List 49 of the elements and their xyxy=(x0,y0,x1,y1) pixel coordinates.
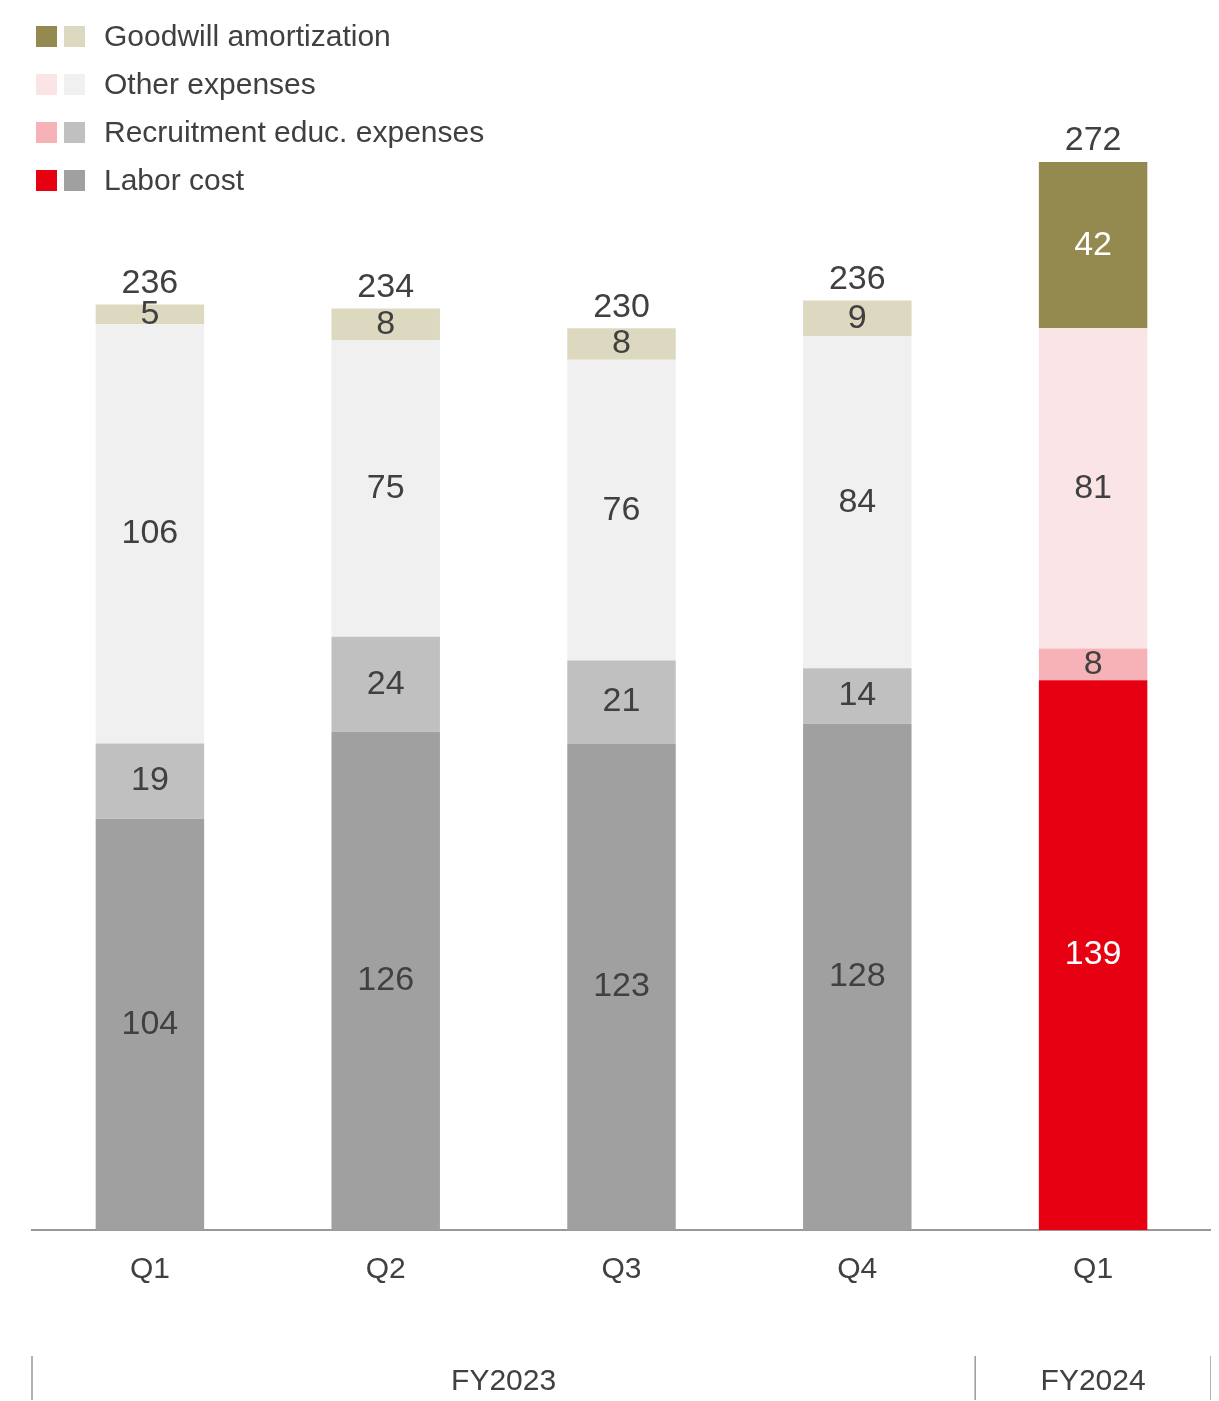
total-label: 236 xyxy=(828,257,886,296)
x-tick-label: Q3 xyxy=(601,1251,642,1285)
x-tick-label: Q4 xyxy=(837,1251,878,1285)
bar xyxy=(1038,162,1148,329)
text: FY2024 xyxy=(1040,1363,1146,1397)
bar xyxy=(1038,680,1148,1230)
legend-label: Other expenses xyxy=(104,67,316,101)
bar xyxy=(803,300,912,337)
bar xyxy=(567,328,676,360)
bar xyxy=(95,324,205,744)
data-label: 24 xyxy=(366,662,405,701)
bar xyxy=(331,308,440,341)
x-tick-label: Q2 xyxy=(365,1251,406,1285)
bar xyxy=(567,359,676,661)
data-label: 104 xyxy=(121,1002,179,1041)
bar xyxy=(331,340,440,637)
total-label: 234 xyxy=(357,265,415,304)
text: FY2023 xyxy=(451,1363,557,1397)
bar xyxy=(331,636,440,732)
data-label: 8 xyxy=(612,322,631,361)
bar xyxy=(803,668,912,724)
data-label: 8 xyxy=(376,302,396,341)
legend-label: Labor cost xyxy=(104,163,245,197)
data-label: 9 xyxy=(847,296,867,335)
data-label: 128 xyxy=(828,955,886,994)
data-label: 76 xyxy=(602,488,641,527)
x-tick-label: Q1 xyxy=(129,1251,170,1285)
bar xyxy=(567,660,676,744)
legend-label: Goodwill amortization xyxy=(104,19,391,53)
legend-label: Recruitment educ. expenses xyxy=(104,115,485,149)
data-label: 123 xyxy=(593,965,650,1004)
data-label: 106 xyxy=(121,512,179,551)
data-label: 14 xyxy=(838,674,877,713)
data-label: 8 xyxy=(1083,642,1103,681)
bar xyxy=(1038,328,1148,649)
data-label: 21 xyxy=(602,680,641,719)
total-label: 272 xyxy=(1064,119,1122,158)
x-tick-label: Q1 xyxy=(1073,1251,1114,1285)
bar xyxy=(95,743,205,819)
data-label: 19 xyxy=(130,759,169,798)
data-label: 126 xyxy=(357,959,415,998)
bar xyxy=(803,336,912,669)
data-label: 75 xyxy=(366,466,405,505)
data-label: 139 xyxy=(1064,933,1122,972)
data-label: 84 xyxy=(838,480,877,519)
bar xyxy=(1038,648,1148,681)
data-label: 42 xyxy=(1074,223,1113,262)
data-label: 81 xyxy=(1074,466,1113,505)
total-label: 230 xyxy=(593,285,650,324)
